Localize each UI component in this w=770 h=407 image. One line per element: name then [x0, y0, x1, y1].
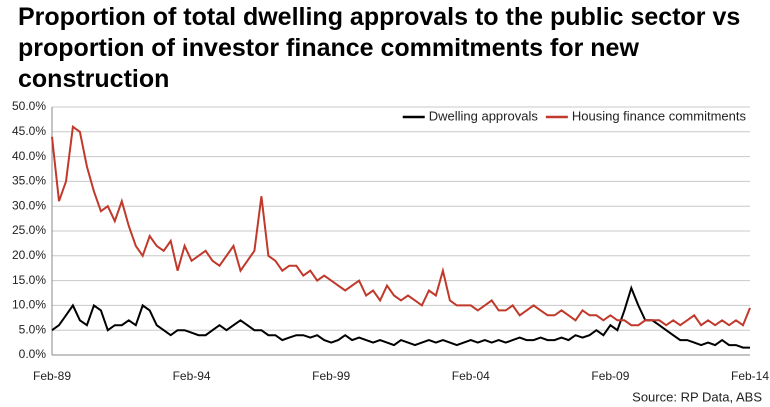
- x-tick-label: Feb-09: [591, 369, 629, 383]
- series-line: [51, 125, 751, 327]
- y-tick-label: 40.0%: [12, 149, 46, 163]
- y-tick-label: 50.0%: [12, 99, 46, 113]
- y-tick-label: 0.0%: [19, 347, 47, 361]
- source: Source: RP Data, ABS: [632, 389, 762, 404]
- y-tick-label: 15.0%: [12, 273, 46, 287]
- x-tick-label: Feb-99: [312, 369, 350, 383]
- y-tick-label: 25.0%: [12, 223, 46, 237]
- y-tick-label: 30.0%: [12, 198, 46, 212]
- y-tick-label: 45.0%: [12, 124, 46, 138]
- chart-title: Proportion of total dwelling approvals t…: [18, 3, 741, 93]
- x-tick-label: Feb-94: [173, 369, 211, 383]
- y-tick-label: 5.0%: [19, 322, 47, 336]
- x-tick-label: Feb-89: [33, 369, 71, 383]
- y-tick-label: 20.0%: [12, 248, 46, 262]
- y-tick-label: 10.0%: [12, 298, 46, 312]
- legend-label: Housing finance commitments: [572, 108, 747, 123]
- x-tick-label: Feb-04: [452, 369, 490, 383]
- x-tick-label: Feb-14: [731, 369, 769, 383]
- y-tick-label: 35.0%: [12, 174, 46, 188]
- legend-label: Dwelling approvals: [429, 108, 539, 123]
- series-line: [51, 285, 750, 349]
